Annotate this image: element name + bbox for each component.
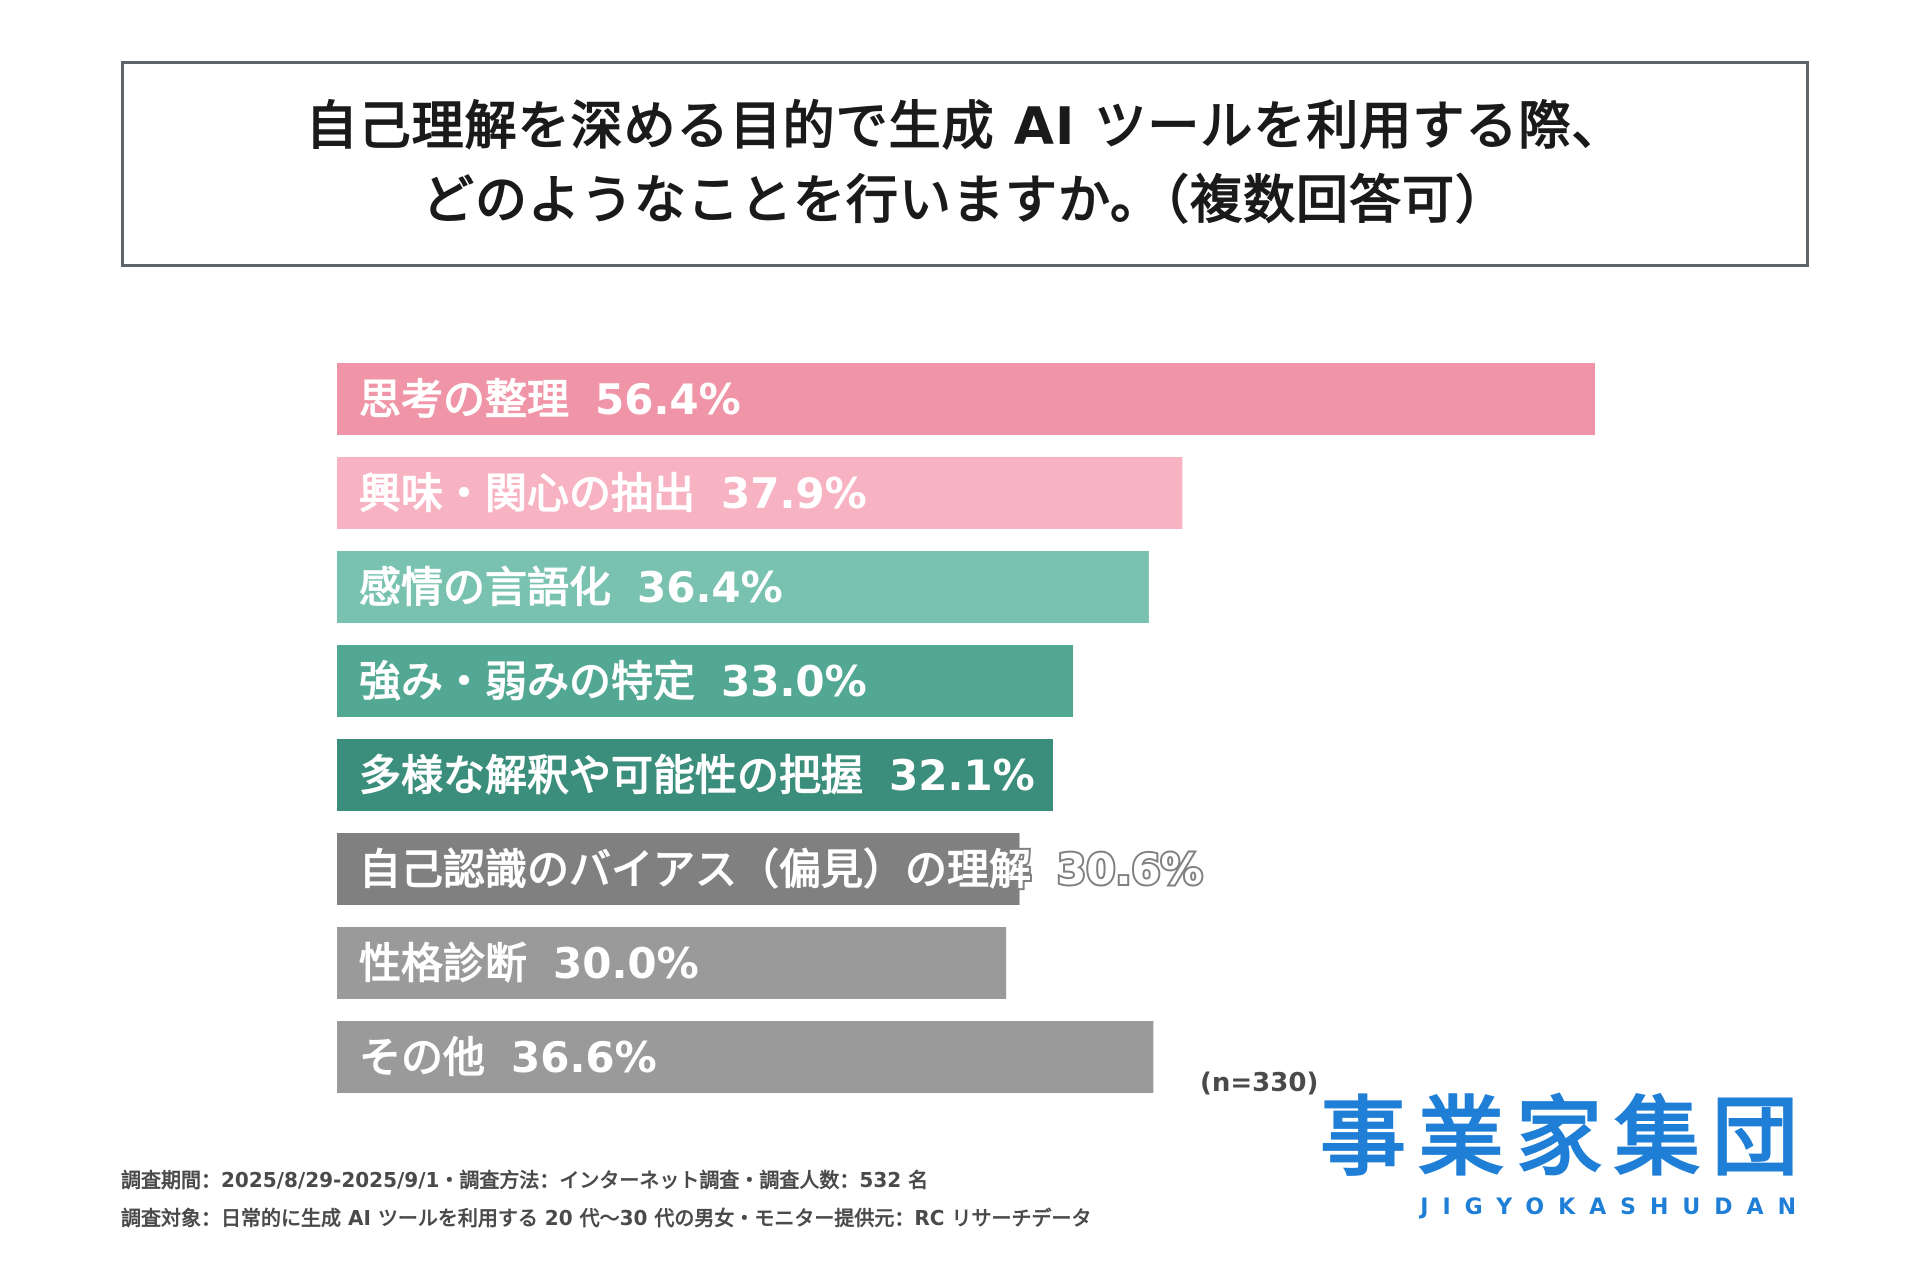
bar-5 — [337, 739, 1053, 811]
value-label: 36.6% — [511, 1033, 657, 1082]
category-label: 多様な解釈や可能性の把握 — [359, 751, 863, 800]
logo-roman: JIGYOKASHUDAN — [1420, 1195, 1810, 1220]
bar-7 — [337, 927, 1007, 999]
bar-label-3: 感情の言語化 36.4% — [359, 563, 783, 612]
bar-label-4: 強み・弱みの特定 33.0% — [359, 657, 867, 706]
category-label: 強み・弱みの特定 — [359, 657, 695, 706]
value-label: 36.4% — [637, 563, 783, 612]
title-line-2: どのようなことを行いますか。（複数回答可） — [422, 171, 1508, 231]
company-logo: 事業家集団 JIGYOKASHUDAN — [1320, 1095, 1810, 1225]
value-label: 56.4% — [595, 375, 741, 424]
category-label: 自己認識のバイアス（偏見）の理解 — [359, 845, 1031, 894]
sample-size-note: (n=330) — [1200, 1068, 1319, 1098]
bar-3 — [337, 551, 1149, 623]
bar-2 — [337, 457, 1183, 529]
value-label: 37.9% — [721, 469, 867, 518]
category-label: 思考の整理 — [359, 375, 569, 424]
bar-label-6: 自己認識のバイアス（偏見）の理解 30.6% — [359, 845, 1203, 894]
category-label: その他 — [359, 1033, 485, 1082]
bar-label-5: 多様な解釈や可能性の把握 32.1% — [359, 751, 1035, 800]
logo-kanji: 事業家集団 — [1320, 1088, 1810, 1188]
category-label: 性格診断 — [359, 939, 527, 988]
category-label: 興味・関心の抽出 — [359, 469, 695, 518]
bar-6 — [337, 833, 1020, 905]
bar-1 — [337, 363, 1595, 435]
bar-4 — [337, 645, 1074, 717]
value-label: 32.1% — [889, 751, 1035, 800]
category-label: 感情の言語化 — [359, 563, 611, 612]
survey-footnote-2: 調査対象：日常的に生成 AI ツールを利用する 20 代〜30 代の男女・モニタ… — [121, 1206, 1092, 1230]
bar-label-7: 性格診断 30.0% — [359, 939, 699, 988]
bar-label-1: 思考の整理 56.4% — [359, 375, 741, 424]
bar-label-8: その他 36.6% — [359, 1033, 657, 1082]
value-label: 30.6% — [1057, 845, 1203, 894]
title-box: 自己理解を深める目的で生成 AI ツールを利用する際、 どのようなことを行います… — [121, 61, 1809, 267]
bar-label-2: 興味・関心の抽出 37.9% — [359, 469, 867, 518]
value-label: 30.0% — [553, 939, 699, 988]
bar-8 — [337, 1021, 1154, 1093]
survey-footnote-1: 調査期間：2025/8/29-2025/9/1・調査方法：インターネット調査・調… — [121, 1168, 929, 1192]
value-label: 33.0% — [721, 657, 867, 706]
title-line-1: 自己理解を深める目的で生成 AI ツールを利用する際、 — [305, 96, 1625, 157]
